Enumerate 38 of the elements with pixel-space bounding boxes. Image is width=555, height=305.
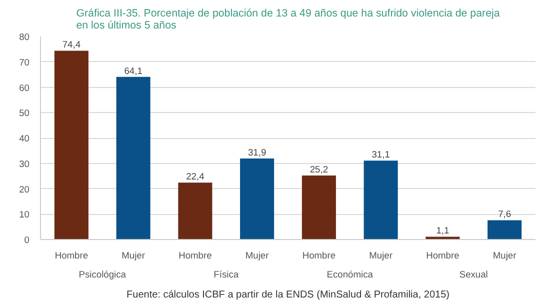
bar: [302, 176, 336, 240]
x-tick-label: Mujer: [369, 250, 392, 260]
bar: [54, 50, 88, 240]
y-tick-label: 50: [19, 108, 30, 118]
x-tick-label: Hombre: [54, 250, 88, 260]
source-note: Fuente: cálculos ICBF a partir de la ENDS (MinSalud & Profamilia, 2015): [126, 290, 450, 300]
y-tick-label: 40: [19, 134, 30, 144]
y-tick-label: 60: [19, 82, 30, 93]
bar: [116, 76, 150, 240]
y-tick-label: 70: [19, 57, 30, 68]
text: Económica: [326, 270, 374, 280]
bar: [240, 158, 274, 240]
data-label: 31,9: [248, 148, 266, 158]
x-tick-label: Hombre: [178, 250, 212, 260]
data-label: 7,6: [498, 209, 512, 220]
data-label: 25,2: [310, 164, 328, 175]
data-label: 64,1: [124, 66, 142, 76]
y-tick-label: 80: [19, 32, 30, 42]
bar: [178, 182, 212, 240]
data-label: 31,1: [372, 150, 390, 160]
x-tick-label: Hombre: [426, 250, 460, 260]
x-tick-label: Mujer: [492, 250, 516, 260]
data-label: 22,4: [186, 172, 204, 182]
text: Sexual: [459, 270, 488, 280]
data-label: 74,4: [62, 40, 81, 50]
x-tick-label: Hombre: [302, 250, 336, 260]
text: Psicológica: [78, 270, 127, 280]
y-tick-label: 30: [19, 158, 30, 169]
x-tick-label: Mujer: [245, 250, 269, 260]
data-label: 1,1: [436, 226, 450, 236]
text: Física: [214, 270, 240, 280]
bar: [364, 160, 398, 240]
y-tick-label: 20: [19, 184, 30, 194]
bar: [488, 220, 522, 240]
x-tick-label: Mujer: [122, 250, 145, 260]
y-tick-label: 10: [19, 210, 30, 220]
chart-title: Gráfica III-35. Porcentaje de población de 13 a 49 años que ha sufrido violencia de pareja en los últimos 5 años: [76, 8, 500, 32]
y-tick-label: 0: [24, 235, 30, 245]
